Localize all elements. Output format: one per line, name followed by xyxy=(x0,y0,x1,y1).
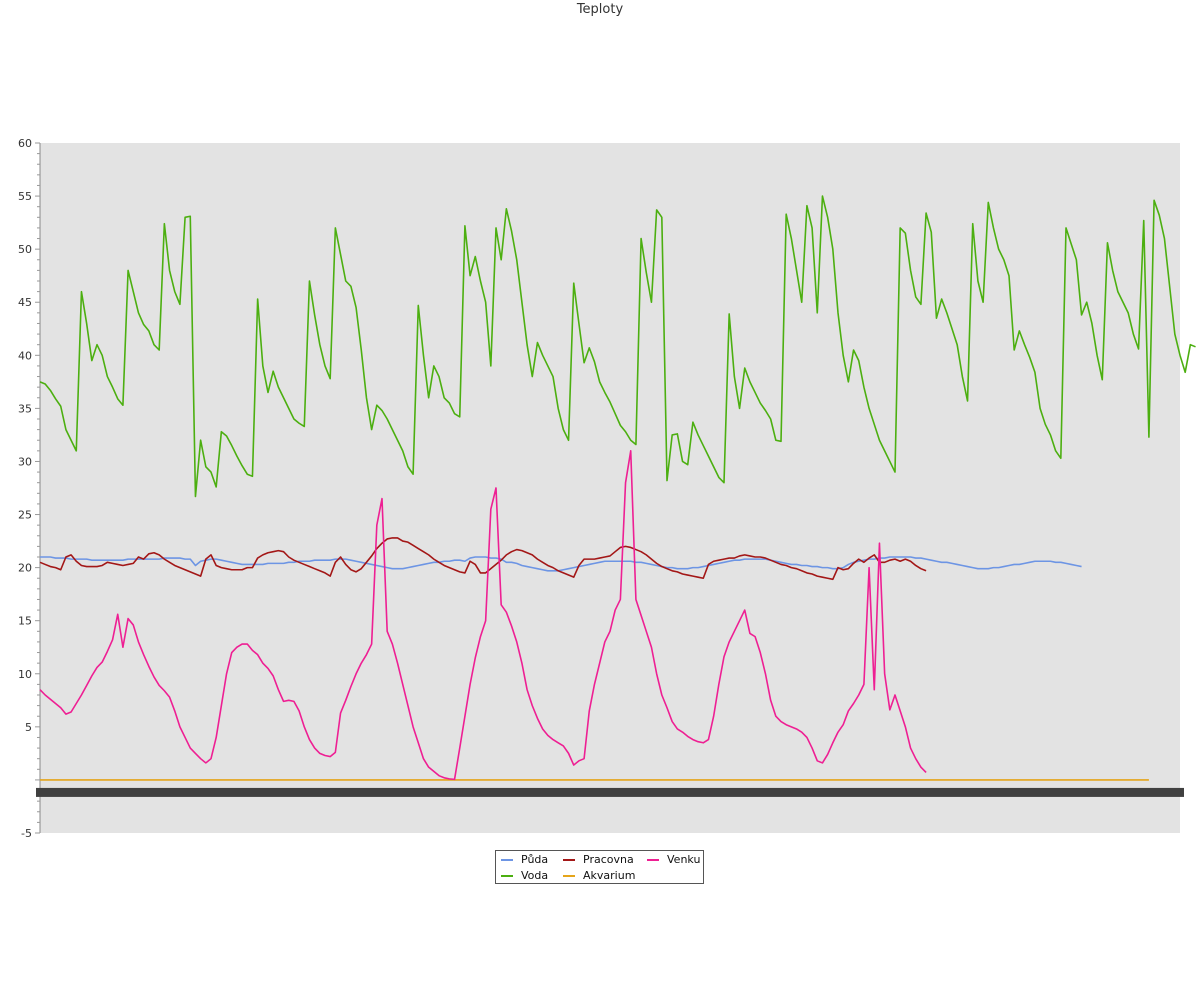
y-tick-label: 15 xyxy=(18,615,32,628)
legend-label: Venku xyxy=(667,853,701,866)
legend-item-pracovna: Pracovna xyxy=(563,853,634,867)
y-tick-label: 35 xyxy=(18,402,32,415)
series-line-venku xyxy=(39,450,927,781)
x-tick-band xyxy=(36,787,1184,797)
y-tick-label: 55 xyxy=(18,190,32,203)
legend-item-venku: Venku xyxy=(647,853,700,867)
y-tick-label: 60 xyxy=(18,137,32,150)
y-tick-label: 5 xyxy=(25,721,32,734)
y-tick-label: 30 xyxy=(18,455,32,468)
legend-swatch xyxy=(647,859,659,861)
legend-swatch xyxy=(501,859,513,861)
y-tick-label: 25 xyxy=(18,509,32,522)
legend-swatch xyxy=(563,859,575,861)
legend-label: Voda xyxy=(521,869,549,882)
legend: Půda Pracovna Venku Voda Akvarium xyxy=(495,850,704,884)
series-lines xyxy=(39,195,1196,781)
legend-item-akvarium: Akvarium xyxy=(563,869,635,883)
legend-label: Akvarium xyxy=(583,869,636,882)
series-line-pracovna xyxy=(39,537,927,581)
y-tick-label: 20 xyxy=(18,562,32,575)
y-tick-label: 40 xyxy=(18,349,32,362)
legend-item-voda: Voda xyxy=(501,869,548,883)
y-axis: -5 5 10 15 20 25 30 35 40 45 50 55 60 xyxy=(18,137,41,840)
y-tick-label: -5 xyxy=(21,827,32,840)
chart-title: Teploty xyxy=(576,2,624,17)
legend-item-puda: Půda xyxy=(501,853,548,867)
y-tick-label: 45 xyxy=(18,296,32,309)
plot-area xyxy=(40,143,1180,833)
legend-label: Půda xyxy=(521,853,549,866)
legend-swatch xyxy=(501,875,513,877)
series-line-voda xyxy=(39,195,1196,498)
x-axis xyxy=(36,787,1184,797)
y-tick-label: 50 xyxy=(18,243,32,256)
y-tick-label: 10 xyxy=(18,668,32,681)
legend-label: Pracovna xyxy=(583,853,634,866)
legend-swatch xyxy=(563,875,575,877)
